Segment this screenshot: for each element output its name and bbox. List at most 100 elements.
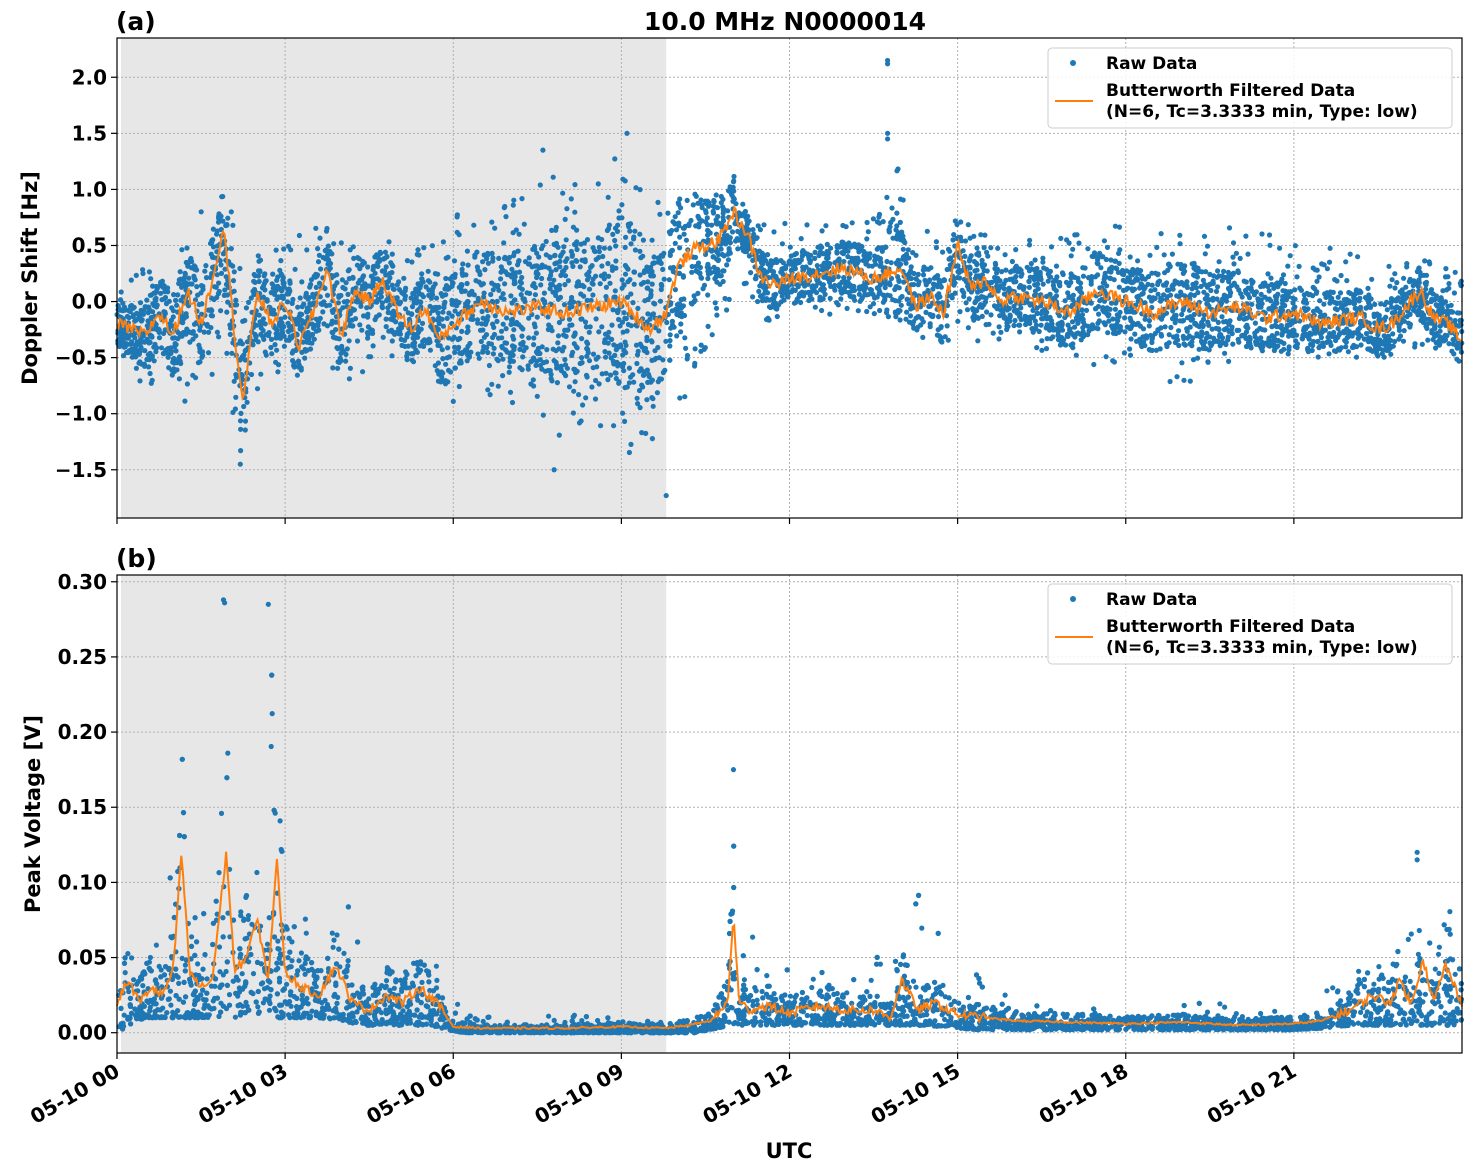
raw-data-point: [1172, 339, 1178, 346]
raw-data-point: [932, 282, 939, 288]
raw-data-point: [1321, 301, 1327, 307]
raw-data-point: [1095, 326, 1101, 332]
raw-data-point: [470, 316, 476, 322]
raw-data-point: [526, 261, 533, 267]
raw-data-point: [1260, 281, 1266, 287]
raw-data-point: [457, 335, 463, 342]
raw-data-point: [1304, 290, 1310, 296]
raw-data-point: [622, 271, 629, 277]
raw-data-point: [1204, 330, 1210, 336]
raw-data-point: [1423, 282, 1429, 288]
raw-data-point: [121, 307, 127, 313]
raw-data-point: [230, 222, 236, 228]
raw-data-point: [1048, 336, 1054, 342]
raw-data-point: [981, 262, 988, 268]
raw-data-point: [456, 299, 462, 306]
raw-data-point: [1243, 324, 1249, 330]
raw-data-point: [644, 397, 650, 403]
raw-data-point: [1347, 251, 1353, 257]
raw-data-point: [1342, 337, 1348, 344]
raw-data-point: [490, 321, 496, 327]
raw-data-point: [796, 259, 803, 265]
raw-data-point: [191, 275, 197, 282]
raw-data-point: [684, 197, 690, 203]
raw-data-point: [595, 181, 601, 187]
raw-data-point: [260, 327, 266, 334]
raw-data-point: [1066, 282, 1072, 289]
raw-data-point: [847, 293, 853, 299]
raw-data-point: [310, 291, 316, 297]
raw-data-point: [456, 383, 462, 390]
raw-data-point: [365, 335, 371, 341]
raw-data-point: [347, 365, 353, 371]
raw-data-point: [1321, 262, 1327, 268]
raw-data-point: [1123, 287, 1129, 293]
raw-data-point: [358, 303, 364, 309]
raw-data-point: [429, 289, 435, 295]
raw-data-point: [590, 351, 597, 357]
raw-data-point: [542, 300, 548, 306]
raw-data-point: [438, 291, 444, 297]
raw-data-point: [825, 255, 831, 261]
raw-data-point: [1269, 307, 1275, 313]
raw-data-point: [129, 302, 135, 309]
raw-data-point: [419, 271, 425, 277]
raw-data-point: [649, 281, 655, 287]
raw-data-point: [930, 313, 936, 320]
raw-data-point: [740, 201, 746, 207]
raw-data-point: [1108, 269, 1114, 275]
raw-data-point: [638, 255, 644, 261]
raw-data-point: [1401, 318, 1407, 324]
raw-data-point: [1218, 332, 1224, 338]
raw-data-point: [385, 278, 391, 284]
raw-data-point: [721, 253, 727, 259]
raw-data-point: [1043, 346, 1050, 352]
raw-data-point: [1044, 336, 1050, 342]
raw-data-point: [1069, 319, 1076, 325]
raw-data-point: [1181, 335, 1187, 342]
raw-data-point: [443, 361, 449, 367]
raw-data-point: [414, 349, 420, 355]
raw-data-point: [320, 309, 326, 315]
raw-data-point: [383, 316, 389, 322]
raw-data-point: [1456, 323, 1462, 329]
raw-data-point: [397, 299, 404, 305]
raw-data-point: [246, 299, 252, 305]
raw-data-point: [519, 274, 525, 281]
raw-data-point: [500, 356, 506, 362]
raw-data-point: [339, 277, 345, 283]
raw-data-point: [1226, 358, 1232, 364]
raw-data-point: [884, 307, 890, 313]
raw-data-point: [433, 295, 440, 301]
raw-data-point: [975, 315, 981, 321]
raw-data-point: [147, 370, 153, 377]
raw-data-point: [238, 426, 244, 432]
raw-data-point: [1246, 295, 1253, 301]
raw-data-point: [1094, 260, 1100, 266]
raw-data-point: [313, 225, 319, 231]
raw-data-point: [812, 249, 818, 255]
raw-data-point: [871, 311, 877, 317]
raw-data-point: [464, 248, 470, 254]
raw-data-point: [500, 373, 506, 379]
raw-data-point: [588, 297, 594, 303]
raw-data-point: [1286, 333, 1292, 339]
raw-data-point: [1075, 278, 1081, 285]
raw-data-point: [1161, 252, 1167, 258]
raw-data-point: [292, 266, 298, 272]
raw-data-point: [262, 271, 268, 277]
raw-data-point: [1248, 345, 1254, 351]
raw-data-point: [654, 390, 661, 396]
raw-data-point: [242, 418, 249, 424]
raw-data-point: [577, 264, 583, 270]
raw-data-point: [1191, 272, 1197, 278]
raw-data-point: [115, 338, 121, 344]
raw-data-point: [1059, 327, 1066, 333]
raw-data-point: [485, 387, 491, 393]
raw-data-point: [303, 294, 309, 300]
raw-data-point: [778, 269, 784, 275]
raw-data-point: [1105, 330, 1111, 336]
raw-data-point: [504, 315, 510, 321]
raw-data-point: [409, 357, 415, 363]
raw-data-point: [460, 349, 466, 355]
